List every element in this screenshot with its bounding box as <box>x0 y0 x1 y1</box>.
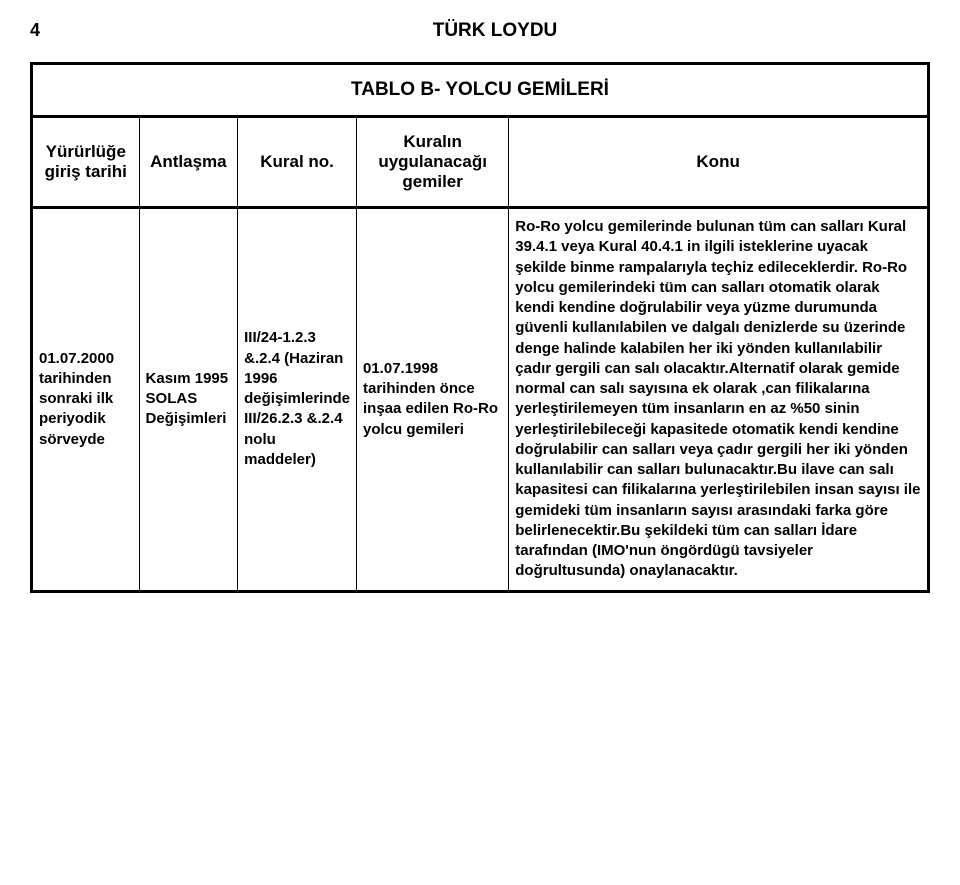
table-header-row: Yürürlüğe giriş tarihi Antlaşma Kural no… <box>32 117 929 208</box>
main-table: TABLO B- YOLCU GEMİLERİ Yürürlüğe giriş … <box>30 62 930 593</box>
table-row: 01.07.2000 tarihinden sonraki ilk periyo… <box>32 208 929 592</box>
table-title: TABLO B- YOLCU GEMİLERİ <box>32 64 929 117</box>
header-subject: Konu <box>509 117 929 208</box>
organization-title: TÜRK LOYDU <box>60 20 930 42</box>
cell-subject: Ro-Ro yolcu gemilerinde bulunan tüm can … <box>509 208 929 592</box>
header-treaty: Antlaşma <box>139 117 238 208</box>
table-title-row: TABLO B- YOLCU GEMİLERİ <box>32 64 929 117</box>
cell-treaty: Kasım 1995 SOLAS Değişimleri <box>139 208 238 592</box>
document-page: 4 TÜRK LOYDU TABLO B- YOLCU GEMİLERİ Yür… <box>0 0 960 613</box>
header-rule-no: Kural no. <box>238 117 357 208</box>
cell-effective-date: 01.07.2000 tarihinden sonraki ilk periyo… <box>32 208 140 592</box>
page-number: 4 <box>30 20 60 41</box>
page-header: 4 TÜRK LOYDU <box>30 20 930 42</box>
cell-ships-applicable: 01.07.1998 tarihinden önce inşaa edilen … <box>357 208 509 592</box>
header-ships-applicable: Kuralın uygulanacağı gemiler <box>357 117 509 208</box>
cell-rule-no: III/24-1.2.3 &.2.4 (Haziran 1996 değişim… <box>238 208 357 592</box>
header-effective-date: Yürürlüğe giriş tarihi <box>32 117 140 208</box>
